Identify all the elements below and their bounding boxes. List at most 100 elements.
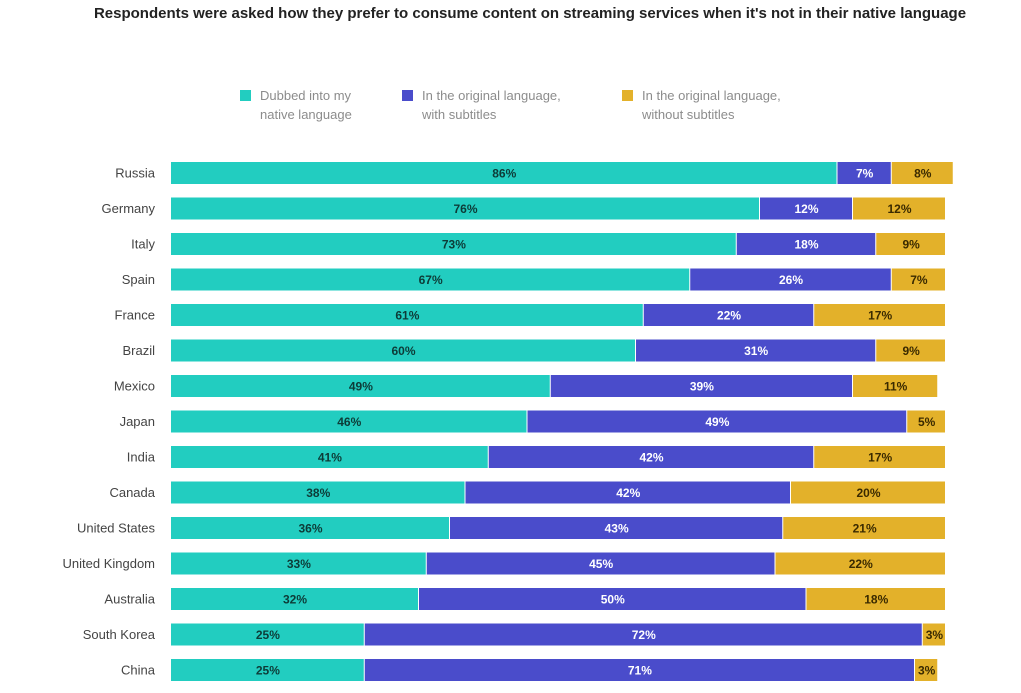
value-label-india-with-subtitles: 42% [639, 451, 663, 465]
bar-united-kingdom-dubbed [171, 552, 426, 575]
category-label-brazil: Brazil [122, 343, 155, 358]
value-label-spain-dubbed: 67% [419, 273, 443, 287]
value-label-mexico-without-subtitles: 11% [884, 380, 908, 394]
bar-china-without-subtitles [915, 659, 938, 681]
bar-united-states-with-subtitles [450, 517, 783, 539]
bar-spain-dubbed [171, 268, 690, 291]
bar-germany-with-subtitles [760, 197, 852, 220]
value-label-china-with-subtitles: 71% [628, 664, 652, 678]
value-label-australia-with-subtitles: 50% [601, 593, 625, 607]
value-label-russia-without-subtitles: 8% [914, 167, 932, 181]
bar-spain-with-subtitles [690, 268, 891, 291]
value-label-india-without-subtitles: 17% [868, 451, 892, 465]
value-label-italy-without-subtitles: 9% [902, 238, 920, 252]
value-label-south-korea-without-subtitles: 3% [926, 628, 944, 642]
bar-italy-with-subtitles [736, 233, 876, 255]
bar-canada-dubbed [171, 481, 465, 504]
value-label-italy-dubbed: 73% [442, 238, 466, 252]
bar-south-korea-dubbed [171, 623, 364, 646]
bar-india-dubbed [171, 446, 488, 468]
bar-russia-with-subtitles [837, 162, 891, 184]
value-label-brazil-with-subtitles: 31% [744, 344, 768, 358]
bar-south-korea-without-subtitles [922, 623, 945, 646]
value-label-united-states-with-subtitles: 43% [605, 522, 629, 536]
value-label-spain-with-subtitles: 26% [779, 273, 803, 287]
value-label-france-with-subtitles: 22% [717, 309, 741, 323]
value-label-canada-with-subtitles: 42% [616, 486, 640, 500]
value-label-china-without-subtitles: 3% [918, 664, 936, 678]
bar-brazil-with-subtitles [636, 339, 876, 362]
bar-australia-with-subtitles [419, 588, 806, 610]
value-label-united-kingdom-with-subtitles: 45% [589, 557, 613, 571]
value-label-brazil-without-subtitles: 9% [902, 344, 920, 358]
value-label-germany-dubbed: 76% [453, 202, 477, 216]
category-label-united-states: United States [77, 521, 156, 536]
bar-france-with-subtitles [643, 304, 814, 326]
value-label-canada-without-subtitles: 20% [856, 486, 880, 500]
category-label-russia: Russia [115, 166, 156, 181]
bar-russia-without-subtitles [891, 162, 953, 184]
category-label-australia: Australia [104, 592, 155, 607]
value-label-mexico-dubbed: 49% [349, 380, 373, 394]
bar-australia-dubbed [171, 588, 418, 610]
bar-australia-without-subtitles [806, 588, 945, 610]
value-label-japan-dubbed: 46% [337, 415, 361, 429]
bar-japan-with-subtitles [527, 410, 907, 433]
bar-china-dubbed [171, 659, 364, 681]
value-label-mexico-with-subtitles: 39% [690, 380, 714, 394]
bar-india-with-subtitles [488, 446, 814, 468]
value-label-united-kingdom-dubbed: 33% [287, 557, 311, 571]
bar-brazil-without-subtitles [876, 339, 945, 362]
bar-italy-without-subtitles [876, 233, 945, 255]
bar-spain-without-subtitles [891, 268, 945, 291]
value-label-south-korea-with-subtitles: 72% [632, 628, 656, 642]
bar-germany-without-subtitles [853, 197, 945, 220]
value-label-china-dubbed: 25% [256, 664, 280, 678]
bar-japan-dubbed [171, 410, 527, 433]
category-label-south-korea: South Korea [83, 627, 156, 642]
category-label-france: France [115, 308, 155, 323]
bar-united-states-without-subtitles [783, 517, 945, 539]
value-label-australia-dubbed: 32% [283, 593, 307, 607]
bar-france-without-subtitles [814, 304, 945, 326]
category-label-china: China [121, 663, 156, 678]
category-label-italy: Italy [131, 237, 155, 252]
value-label-france-dubbed: 61% [395, 309, 419, 323]
category-label-spain: Spain [122, 272, 155, 287]
legend-label-dubbed: Dubbed into my native language [260, 88, 352, 122]
legend-swatch-without-subtitles [622, 90, 633, 101]
bar-south-korea-with-subtitles [364, 623, 922, 646]
bar-russia-dubbed [171, 162, 837, 184]
value-label-italy-with-subtitles: 18% [794, 238, 818, 252]
value-label-germany-without-subtitles: 12% [887, 202, 911, 216]
bar-united-states-dubbed [171, 517, 449, 539]
legend-item-with-subtitles: In the original language, with subtitles [402, 86, 561, 124]
bar-india-without-subtitles [814, 446, 945, 468]
legend-item-dubbed: Dubbed into my native language [240, 86, 352, 124]
value-label-united-states-without-subtitles: 21% [853, 522, 877, 536]
value-label-india-dubbed: 41% [318, 451, 342, 465]
value-label-russia-with-subtitles: 7% [856, 167, 874, 181]
value-label-france-without-subtitles: 17% [868, 309, 892, 323]
value-label-germany-with-subtitles: 12% [794, 202, 818, 216]
value-label-united-states-dubbed: 36% [298, 522, 322, 536]
value-label-spain-without-subtitles: 7% [910, 273, 928, 287]
value-label-brazil-dubbed: 60% [391, 344, 415, 358]
bar-germany-dubbed [171, 197, 759, 220]
bar-china-with-subtitles [364, 659, 914, 681]
category-label-united-kingdom: United Kingdom [63, 556, 156, 571]
category-label-mexico: Mexico [114, 379, 155, 394]
value-label-japan-with-subtitles: 49% [705, 415, 729, 429]
legend-swatch-with-subtitles [402, 90, 413, 101]
bar-united-kingdom-with-subtitles [426, 552, 775, 575]
bar-italy-dubbed [171, 233, 736, 255]
legend: Dubbed into my native language In the or… [240, 86, 860, 130]
category-label-germany: Germany [102, 201, 156, 216]
legend-label-with-subtitles: In the original language, with subtitles [422, 88, 561, 122]
bar-japan-without-subtitles [907, 410, 945, 433]
bar-canada-without-subtitles [791, 481, 945, 504]
category-label-japan: Japan [120, 414, 155, 429]
legend-swatch-dubbed [240, 90, 251, 101]
chart-title: Respondents were asked how they prefer t… [93, 5, 967, 22]
